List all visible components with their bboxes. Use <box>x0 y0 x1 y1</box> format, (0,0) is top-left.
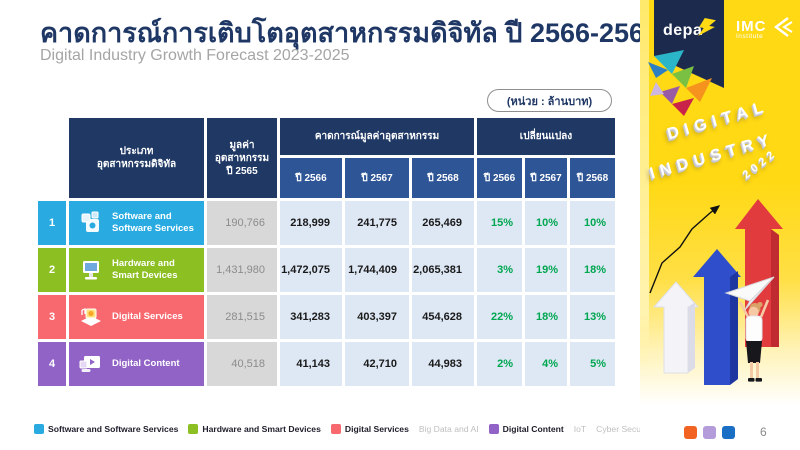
footer-color-squares <box>684 426 735 439</box>
mosaic-pattern <box>648 50 712 116</box>
forecast-2568-cell: 265,469 <box>412 201 474 245</box>
forecast-2566-cell: 41,143 <box>280 342 342 386</box>
forecast-2566-cell: 341,283 <box>280 295 342 339</box>
col-header-change-2568: ปี 2568 <box>570 158 615 198</box>
col-group-forecast: คาดการณ์มูลค่าอุตสาหกรรม <box>280 118 474 155</box>
col-header-forecast-2567: ปี 2567 <box>345 158 409 198</box>
forecast-2568-cell: 44,983 <box>412 342 474 386</box>
legend-item-hardware: Hardware and Smart Devices <box>188 424 321 434</box>
category-label: Hardware and Smart Devices <box>112 257 178 281</box>
change-2568-cell: 13% <box>570 295 615 339</box>
col-header-value-2565: มูลค่า อุตสาหกรรม ปี 2565 <box>207 118 277 198</box>
row-number: 4 <box>38 342 66 386</box>
forecast-table: ประเภท อุตสาหกรรมดิจิทัล มูลค่า อุตสาหกร… <box>38 118 615 386</box>
change-2568-cell: 18% <box>570 248 615 292</box>
businesswoman-figure <box>738 299 770 382</box>
legend-label: Hardware and Smart Devices <box>202 424 321 434</box>
category-cell-digital-services: Digital Services <box>69 295 204 339</box>
row-number: 2 <box>38 248 66 292</box>
category-cell-software: Software and Software Services <box>69 201 204 245</box>
page-subtitle: Digital Industry Growth Forecast 2023-20… <box>40 47 350 64</box>
red-arrow <box>735 199 783 347</box>
legend-swatch <box>188 424 199 434</box>
legend-label: IoT <box>573 424 587 434</box>
imc-logo-text: IMC <box>736 18 767 35</box>
trend-line-arrow <box>649 205 721 294</box>
legend-item-digital-content: Digital Content <box>488 424 564 434</box>
change-2567-cell: 4% <box>525 342 567 386</box>
col-group-change: เปลี่ยนแปลง <box>477 118 615 155</box>
legend-swatch <box>330 424 341 434</box>
value-2565-cell: 1,431,980 <box>207 248 277 292</box>
col-header-forecast-2568: ปี 2568 <box>412 158 474 198</box>
imc-logo-subtext: Institute <box>736 33 764 40</box>
footer-square-blue <box>722 426 735 439</box>
change-2568-cell: 5% <box>570 342 615 386</box>
growth-arrows-illustration <box>649 199 783 385</box>
white-arrow <box>652 281 700 374</box>
change-2566-cell: 3% <box>477 248 522 292</box>
category-cell-hardware: Hardware and Smart Devices <box>69 248 204 292</box>
change-2567-cell: 19% <box>525 248 567 292</box>
col-header-change-2567: ปี 2567 <box>525 158 567 198</box>
depa-logo: depa <box>663 22 703 39</box>
forecast-2567-cell: 241,775 <box>345 201 409 245</box>
value-2565-cell: 281,515 <box>207 295 277 339</box>
page-number: 6 <box>760 425 767 439</box>
blue-arrow <box>693 249 741 385</box>
forecast-2567-cell: 1,744,409 <box>345 248 409 292</box>
forecast-2567-cell: 42,710 <box>345 342 409 386</box>
legend: Software and Software Services Hardware … <box>34 424 653 434</box>
category-label: Software and Software Services <box>112 210 194 234</box>
digital-content-icon <box>79 356 100 372</box>
footer-square-purple <box>703 426 716 439</box>
legend-label: Cyber Security <box>596 424 653 434</box>
category-label: Digital Content <box>112 357 180 369</box>
category-label: Digital Services <box>112 310 183 322</box>
legend-item-software: Software and Software Services <box>34 424 178 434</box>
legend-label: Software and Software Services <box>48 424 179 434</box>
unit-badge: (หน่วย : ล้านบาท) <box>487 89 612 112</box>
change-2567-cell: 10% <box>525 201 567 245</box>
category-cell-digital-content: Digital Content <box>69 342 204 386</box>
legend-label: Digital Services <box>344 424 409 434</box>
value-2565-cell: 190,766 <box>207 201 277 245</box>
legend-item-iot: IoT <box>574 424 586 434</box>
paper-plane <box>724 276 775 312</box>
legend-label: Digital Content <box>502 424 564 434</box>
legend-item-cyber-security: Cyber Security <box>596 424 652 434</box>
forecast-2568-cell: 2,065,381 <box>412 248 474 292</box>
row-number: 3 <box>38 295 66 339</box>
footer-square-orange <box>684 426 697 439</box>
imc-logo: IMC Institute <box>736 18 767 40</box>
legend-label: Big Data and AI <box>418 424 479 434</box>
depa-bolt-icon <box>698 18 716 36</box>
legend-swatch <box>34 424 44 434</box>
page-title: คาดการณ์การเติบโตอุตสาหกรรมดิจิทัล ปี 25… <box>40 18 660 48</box>
legend-item-big-data: Big Data and AI <box>419 424 479 434</box>
change-2566-cell: 15% <box>477 201 522 245</box>
forecast-2566-cell: 218,999 <box>280 201 342 245</box>
legend-item-digital-services: Digital Services <box>330 424 409 434</box>
col-header-forecast-2566: ปี 2566 <box>280 158 342 198</box>
col-header-category: ประเภท อุตสาหกรรมดิจิทัล <box>69 118 204 198</box>
forecast-2568-cell: 454,628 <box>412 295 474 339</box>
change-2567-cell: 18% <box>525 295 567 339</box>
imc-chevron-icon <box>774 17 793 37</box>
hardware-icon <box>83 261 99 280</box>
col-header-change-2566: ปี 2566 <box>477 158 522 198</box>
value-2565-cell: 40,518 <box>207 342 277 386</box>
change-2568-cell: 10% <box>570 201 615 245</box>
digital-services-icon <box>81 308 101 326</box>
row-number: 1 <box>38 201 66 245</box>
legend-swatch <box>488 424 499 434</box>
decorative-sidebar: depa IMC Institute DIGITAL INDUSTRY 2022 <box>640 0 800 450</box>
change-2566-cell: 2% <box>477 342 522 386</box>
software-icon <box>81 211 99 232</box>
change-2566-cell: 22% <box>477 295 522 339</box>
forecast-2566-cell: 1,472,075 <box>280 248 342 292</box>
forecast-2567-cell: 403,397 <box>345 295 409 339</box>
